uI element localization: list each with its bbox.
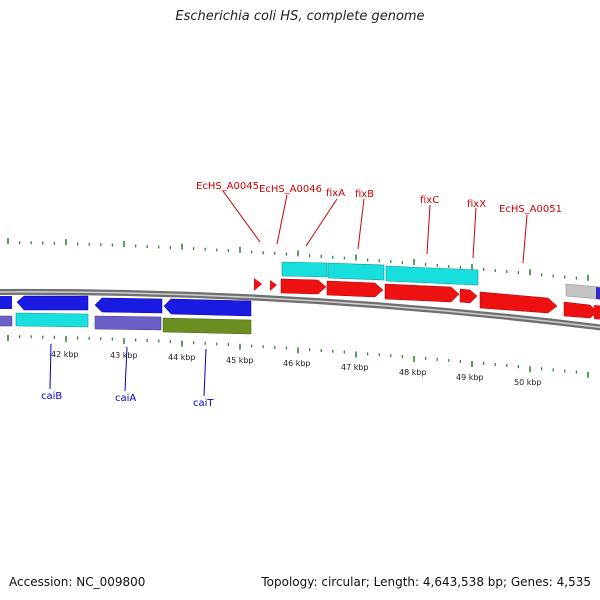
accession-text: Accession: NC_009800 [9,575,146,589]
gene-fixb [326,280,384,298]
label-caia: caiA [115,393,136,404]
forward-gene-track [254,278,600,320]
reverse-label-leaders [49,343,207,397]
forward-label-leaders [222,190,528,264]
cds-purple-left-edge [0,315,13,327]
label-fixb: fixB [355,189,374,200]
gene-left-edge [0,296,12,309]
cds-purple-caia [94,315,162,331]
label-fixc: fixC [420,195,439,206]
scale-label-43: 43 kbp [110,351,138,360]
gene-echs-a0045 [254,278,262,291]
forward-gene-labels: EcHS_A0045 EcHS_A0046 fixA fixB fixC fix… [196,181,562,215]
label-caib: caiB [41,391,62,402]
label-echs-a0051: EcHS_A0051 [499,204,562,215]
gene-cait [163,298,252,317]
scale-label-46: 46 kbp [283,359,311,368]
gene-echs-a0046 [270,280,277,291]
outer-tick-ring [7,238,589,281]
genome-stats-text: Topology: circular; Length: 4,643,538 bp… [261,575,591,589]
label-cait: caiT [193,398,214,409]
scale-label-45: 45 kbp [226,356,254,365]
gene-caia [94,297,163,314]
gene-blue-edge-right [596,287,600,300]
genome-backbone-highlight [0,291,600,329]
inner-tick-ring [7,335,589,378]
gene-fixc [384,283,460,303]
label-echs-a0045: EcHS_A0045 [196,181,259,192]
cds-cyan-left-partial [15,312,89,328]
scale-label-44: 44 kbp [168,353,196,362]
gene-right-edge [594,305,600,320]
label-fixa: fixA [326,188,345,199]
label-echs-a0046: EcHS_A0046 [259,184,322,195]
gene-fixa [280,278,327,295]
map-title: Escherichia coli HS, complete genome [175,9,425,24]
reverse-gene-track [0,295,252,317]
gene-fixx [459,288,478,304]
cds-cyan-c [385,265,479,286]
scale-label-50: 50 kbp [514,378,542,387]
reverse-gene-labels: caiB caiA caiT [41,391,214,409]
scale-labels: 42 kbp 43 kbp 44 kbp 45 kbp 46 kbp 47 kb… [51,350,542,387]
reverse-cds-track [0,315,252,335]
scale-label-48: 48 kbp [399,368,427,377]
scale-label-49: 49 kbp [456,373,484,382]
gene-echs-a0051 [479,291,558,314]
cds-cyan-b [327,262,385,281]
scale-label-47: 47 kbp [341,363,369,372]
cds-green-cait [162,317,252,335]
forward-cds-track [15,261,479,328]
gene-caib [16,295,89,311]
gene-right-partial [563,301,599,319]
label-fixx: fixX [467,199,486,210]
gene-grey-right [565,283,600,300]
scale-label-42: 42 kbp [51,350,79,359]
cds-cyan-a [281,261,328,278]
